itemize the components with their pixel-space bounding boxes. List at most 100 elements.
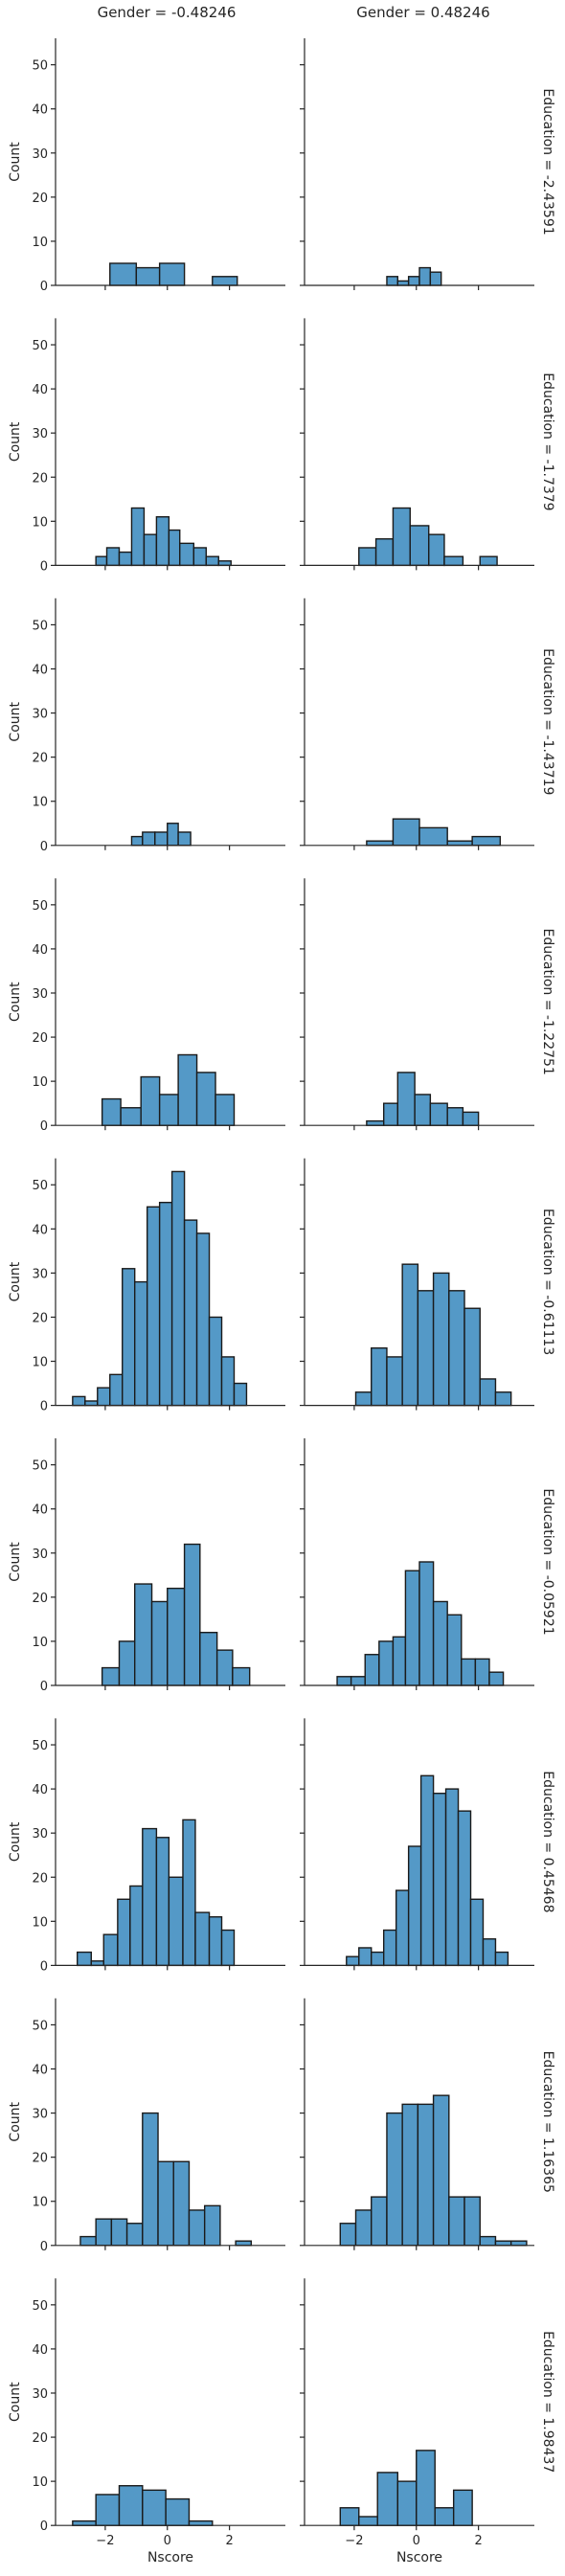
- y-tick-label: 0: [40, 1959, 48, 1974]
- histogram-bar: [140, 1075, 161, 1126]
- histogram-bar: [143, 533, 158, 567]
- y-axis-label: Count: [8, 1261, 23, 1301]
- y-tick-label: 0: [40, 2520, 48, 2534]
- y-tick-label: 0: [40, 559, 48, 574]
- y-tick-label: 50: [32, 339, 48, 353]
- histogram-bar: [371, 2196, 388, 2247]
- histogram-bar: [109, 262, 138, 286]
- y-tick-label: 10: [32, 236, 48, 250]
- histogram-bar: [461, 1658, 477, 1686]
- histogram-bar: [463, 2196, 481, 2247]
- x-tick-label: 2: [225, 2534, 233, 2548]
- y-tick-label: 10: [32, 2196, 48, 2210]
- histogram-bar: [432, 1272, 450, 1407]
- histogram-bar: [494, 2240, 512, 2247]
- y-tick-label: 30: [32, 2387, 48, 2402]
- histogram-bar: [371, 1951, 385, 1967]
- histogram-bar: [135, 266, 161, 286]
- histogram-bar: [457, 1810, 472, 1967]
- histogram-bar: [432, 1600, 448, 1686]
- y-tick-label: 50: [32, 59, 48, 74]
- histogram-bar: [79, 2235, 97, 2247]
- histogram-bar: [448, 1290, 465, 1407]
- panel-r4-c0: 0 10 20 30 40 50 Count: [8, 1158, 285, 1414]
- histogram-bar: [428, 533, 445, 567]
- y-tick-label: 30: [32, 1548, 48, 1562]
- histogram-bar: [212, 276, 238, 286]
- y-axis-label: Count: [8, 421, 23, 462]
- histogram-bar: [117, 1898, 131, 1967]
- histogram-bar: [194, 1911, 211, 1967]
- histogram-bar: [142, 2112, 159, 2247]
- histogram-bar: [358, 547, 377, 567]
- histogram-bar: [396, 2480, 418, 2526]
- histogram-bar: [414, 1094, 432, 1126]
- y-tick-label: 20: [32, 1311, 48, 1325]
- y-tick-label: 50: [32, 2019, 48, 2033]
- histogram-bar: [232, 1666, 251, 1686]
- y-tick-label: 20: [32, 471, 48, 486]
- y-tick-label: 30: [32, 147, 48, 162]
- histogram-bar: [494, 1951, 509, 1967]
- histogram-bar: [118, 1640, 136, 1686]
- y-tick-label: 0: [40, 840, 48, 854]
- y-tick-label: 20: [32, 2152, 48, 2166]
- histogram-bar: [177, 1053, 198, 1126]
- histogram-bar: [217, 560, 232, 567]
- histogram-bar: [364, 1654, 380, 1686]
- row-title: Education = -1.43719: [540, 648, 555, 795]
- histogram-bar: [167, 1587, 186, 1686]
- y-tick-label: 10: [32, 796, 48, 810]
- y-axis-label: Count: [8, 1821, 23, 1862]
- y-tick-label: 30: [32, 2108, 48, 2122]
- y-axis-label: Count: [8, 982, 23, 1022]
- histogram-bar: [386, 2112, 403, 2247]
- histogram-bar: [378, 1640, 395, 1686]
- y-tick-label: 40: [32, 1223, 48, 1237]
- histogram-bar: [150, 1600, 169, 1686]
- histogram-bar: [101, 1666, 121, 1686]
- x-tick-label: −2: [96, 2534, 114, 2548]
- histogram-bar: [401, 1263, 419, 1407]
- y-tick-label: 10: [32, 1636, 48, 1650]
- y-tick-label: 50: [32, 619, 48, 633]
- histogram-bar: [158, 1201, 173, 1407]
- row-title: Education = 1.16365: [540, 2051, 555, 2193]
- histogram-bar: [118, 2485, 144, 2526]
- histogram-bar: [188, 2209, 206, 2247]
- histogram-bar: [90, 1960, 104, 1967]
- histogram-bar: [72, 2520, 97, 2526]
- histogram-bar: [118, 551, 133, 567]
- histogram-bar: [434, 2507, 455, 2526]
- histogram-bar: [346, 1955, 360, 1967]
- histogram-bar: [120, 1107, 142, 1126]
- histogram-bar: [142, 2489, 167, 2526]
- histogram-bar: [419, 1774, 435, 1967]
- histogram-bar: [130, 835, 144, 847]
- histogram-bar: [350, 1676, 366, 1686]
- column-title-gender-pos: Gender = 0.48246: [356, 4, 489, 21]
- y-tick-label: 30: [32, 987, 48, 1002]
- panel-r0-c1: [300, 38, 534, 290]
- y-tick-label: 10: [32, 1075, 48, 1090]
- y-tick-label: 30: [32, 708, 48, 722]
- histogram-bar: [396, 1072, 416, 1126]
- histogram-bar: [146, 1206, 161, 1407]
- panel-r0-c0: 0 10 20 30 40 50 Count: [8, 38, 285, 294]
- x-axis-label: Nscore: [396, 2550, 442, 2565]
- histogram-bar: [84, 1400, 99, 1407]
- y-tick-label: 0: [40, 2240, 48, 2254]
- histogram-bar: [463, 1307, 481, 1407]
- histogram-bar: [195, 1072, 216, 1126]
- histogram-bar: [215, 1094, 236, 1126]
- histogram-bar: [158, 262, 186, 286]
- x-tick-label: 0: [164, 2534, 171, 2548]
- histogram-bar: [371, 1347, 388, 1407]
- histogram-bar: [404, 1570, 420, 1686]
- y-tick-label: 40: [32, 664, 48, 678]
- histogram-bar: [396, 280, 410, 286]
- row-title: Education = 0.45468: [540, 1771, 555, 1912]
- y-tick-label: 10: [32, 1915, 48, 1930]
- histogram-bar: [366, 1119, 385, 1126]
- panel-r1-c1: [300, 318, 534, 571]
